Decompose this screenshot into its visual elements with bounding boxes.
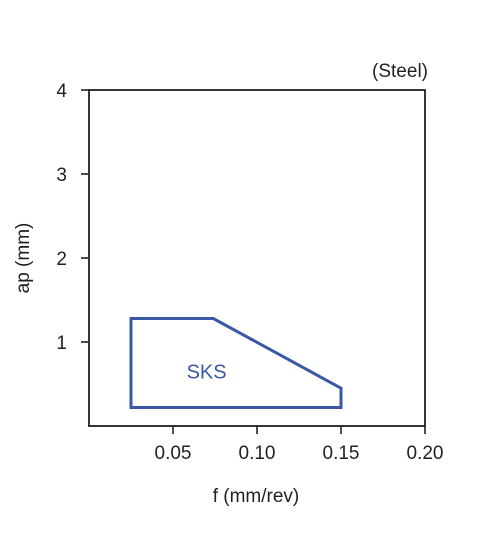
y-tick-label: 1 — [56, 333, 67, 354]
x-tick-label: 0.15 — [323, 443, 360, 464]
y-tick-label: 4 — [56, 81, 67, 102]
x-tick-label: 0.20 — [407, 443, 444, 464]
y-axis: 1 2 3 4 — [56, 81, 89, 354]
x-tick-label: 0.05 — [155, 443, 192, 464]
y-axis-title: ap (mm) — [13, 223, 34, 294]
chart-note: (Steel) — [372, 61, 428, 82]
region-outline — [129, 317, 343, 409]
x-axis: 0.05 0.10 0.15 0.20 — [155, 426, 444, 464]
x-tick-label: 0.10 — [239, 443, 276, 464]
plot-frame — [88, 89, 426, 427]
y-tick-label: 3 — [56, 165, 67, 186]
x-axis-title: f (mm/rev) — [213, 486, 300, 507]
regions-layer: SKS — [129, 317, 343, 409]
region-label: SKS — [187, 361, 227, 383]
y-tick-label: 2 — [56, 249, 67, 270]
